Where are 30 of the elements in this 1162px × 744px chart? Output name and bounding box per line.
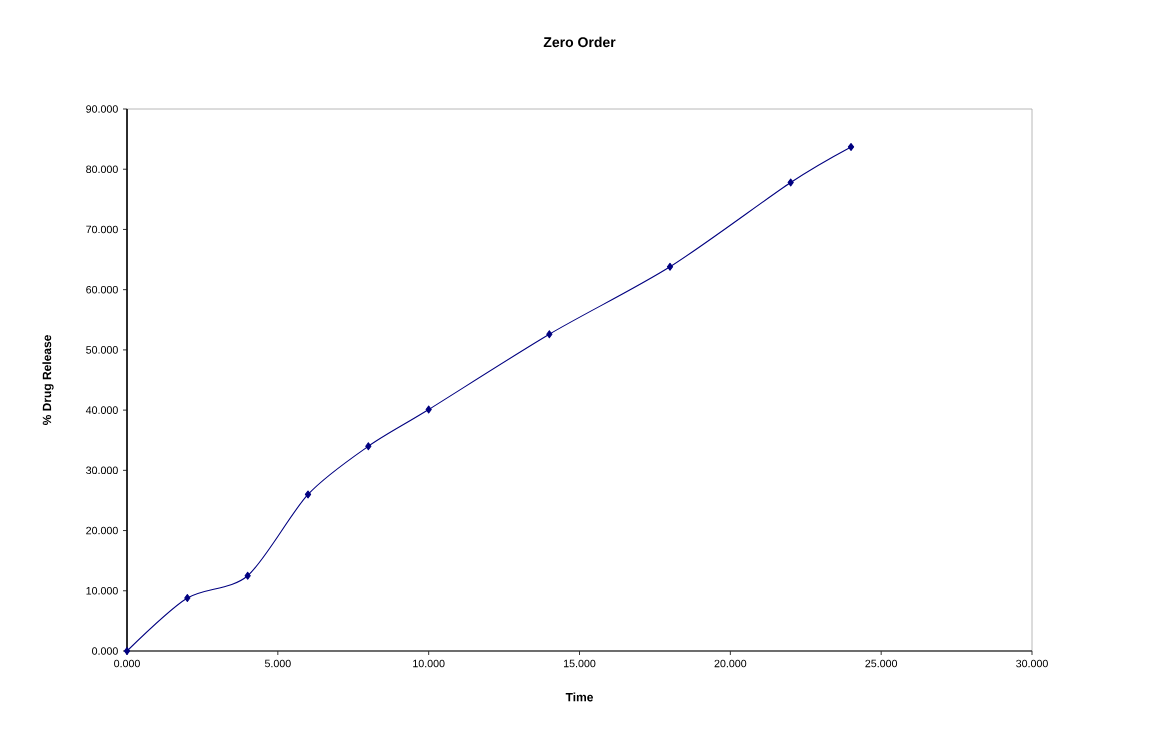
point xyxy=(787,178,794,187)
y-axis-title: % Drug Release xyxy=(42,335,54,426)
y-tick-label: 30.000 xyxy=(86,466,118,475)
chart-title: Zero Order xyxy=(543,36,616,48)
y-tick-label: 60.000 xyxy=(86,285,118,294)
point xyxy=(123,646,131,656)
y-tick-label: 90.000 xyxy=(86,105,118,113)
point xyxy=(184,594,191,603)
x-tick-label: 20.000 xyxy=(714,659,747,668)
point xyxy=(304,490,312,499)
y-tick-label: 20.000 xyxy=(86,526,118,535)
y-tick-label: 40.000 xyxy=(85,406,118,414)
point xyxy=(425,405,432,414)
x-tick-label: 30.000 xyxy=(1016,659,1048,668)
x-tick-label: 0.000 xyxy=(114,659,140,668)
point xyxy=(365,442,372,451)
point xyxy=(244,571,251,580)
y-tick-label: 0.000 xyxy=(92,647,118,655)
y-tick-label: 10.000 xyxy=(86,587,118,595)
x-tick-label: 5.000 xyxy=(264,659,291,668)
y-tick-label: 80.000 xyxy=(86,165,118,173)
x-tick-label: 25.000 xyxy=(865,659,898,668)
point xyxy=(666,262,674,271)
x-tick-label: 15.000 xyxy=(564,659,596,668)
point xyxy=(546,330,553,339)
y-tick-label: 50.000 xyxy=(86,346,118,354)
y-tick-label: 70.000 xyxy=(86,225,118,234)
x-tick-label: 10.000 xyxy=(413,659,445,668)
point xyxy=(847,142,855,151)
x-axis-title: Time xyxy=(565,692,594,702)
